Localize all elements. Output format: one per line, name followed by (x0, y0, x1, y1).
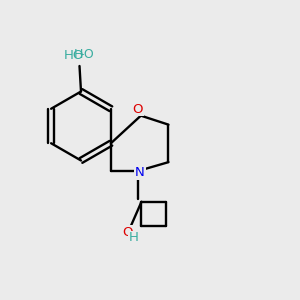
Text: HO: HO (63, 49, 84, 62)
Text: N: N (135, 166, 145, 179)
Text: H: H (73, 48, 83, 61)
Text: H: H (129, 231, 139, 244)
Text: O: O (133, 103, 143, 116)
Text: -O: -O (80, 48, 94, 61)
Text: O: O (122, 226, 133, 239)
